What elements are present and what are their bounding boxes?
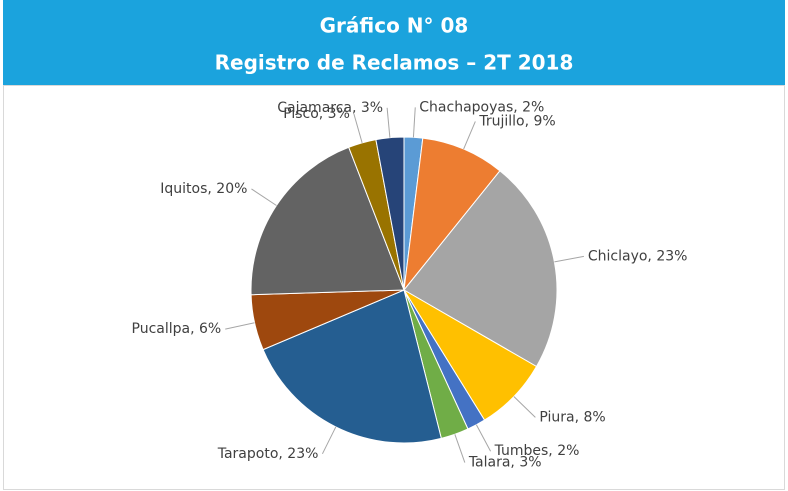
data-label: Talara, 3% — [468, 455, 542, 471]
data-label: Chachapoyas, 2% — [419, 99, 544, 115]
pie-slice — [250, 146, 405, 296]
pie-slice — [403, 170, 558, 368]
chart-title: Gráfico N° 08 — [320, 14, 469, 38]
header-bar — [3, 0, 785, 85]
leader-line — [412, 107, 416, 138]
data-label: Chiclayo, 23% — [588, 248, 688, 264]
leader-line — [454, 434, 466, 463]
chart-subtitle: Registro de Reclamos – 2T 2018 — [215, 51, 574, 75]
leader-line — [386, 107, 391, 138]
leader-line — [321, 426, 337, 455]
leader-line — [463, 121, 476, 150]
data-label: Cajamarca, 3% — [277, 100, 383, 116]
data-label: Piura, 8% — [539, 409, 605, 425]
data-label: Tarapoto, 23% — [217, 446, 319, 462]
data-label: Tumbes, 2% — [494, 443, 580, 459]
leader-line — [251, 188, 277, 206]
leader-line — [513, 396, 536, 418]
pie-slice — [403, 137, 501, 292]
leader-line — [554, 255, 584, 263]
data-label: Trujillo, 9% — [478, 113, 555, 129]
leader-line — [225, 322, 255, 330]
chart-frame — [3, 85, 785, 490]
data-label: Iquitos, 20% — [160, 181, 247, 197]
data-label: Pucallpa, 6% — [132, 321, 222, 337]
data-label: Pisco, 3% — [283, 106, 350, 122]
leader-line — [353, 113, 363, 143]
leader-line — [475, 424, 492, 452]
